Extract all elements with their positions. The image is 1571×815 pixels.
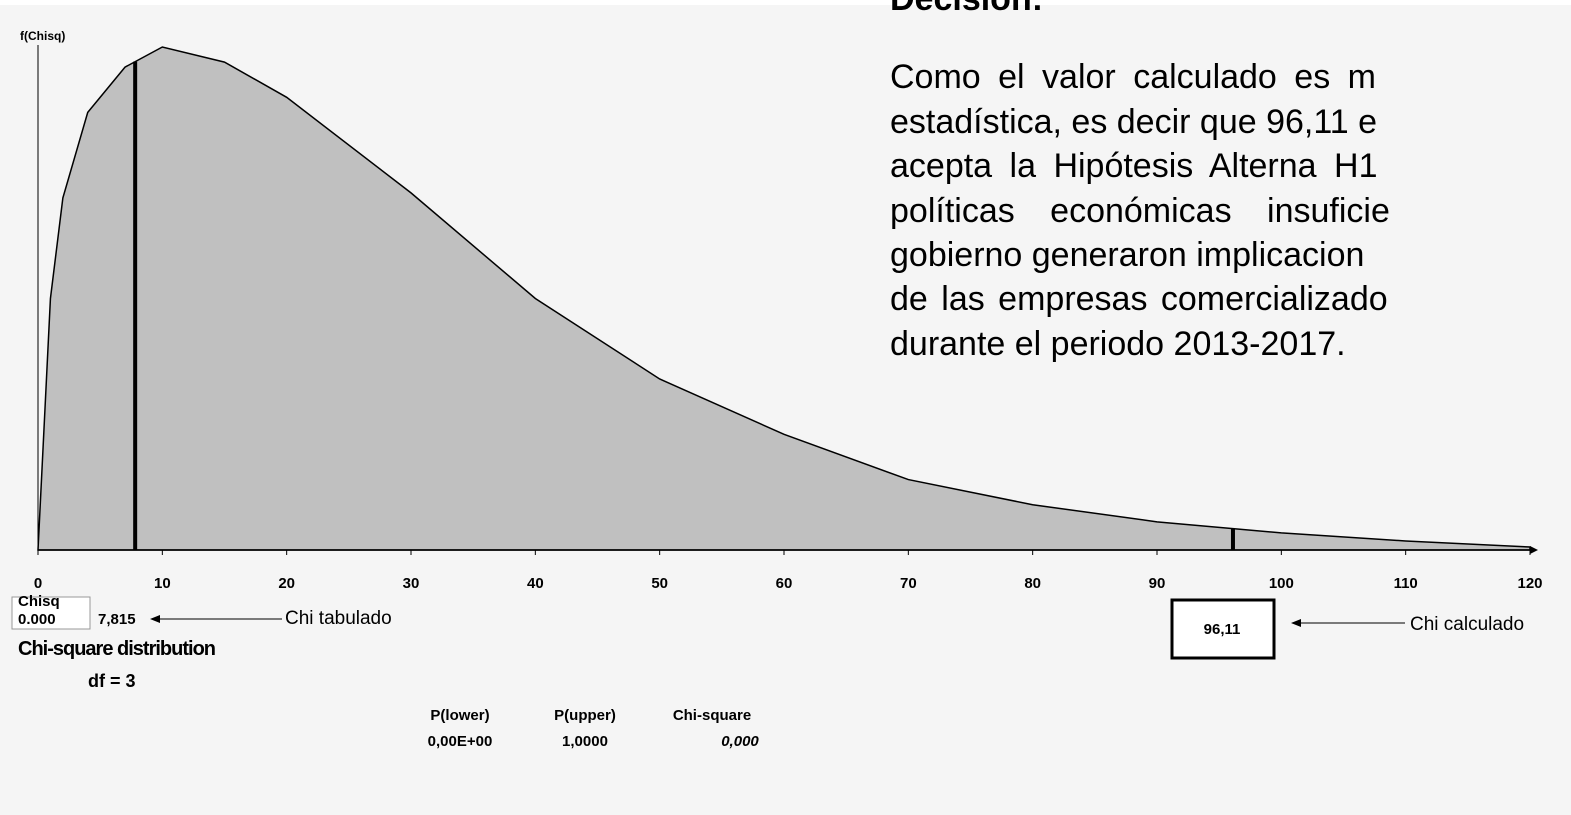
readout-value: 0,00E+00 [428, 733, 493, 750]
pointer-head [150, 615, 160, 623]
x-tick-label: 40 [527, 575, 544, 592]
marker-note: Chi calculado [1410, 614, 1524, 635]
doc-line: políticas económicas insuficie [890, 192, 1390, 230]
doc-line: Como el valor calculado es m [890, 58, 1376, 96]
doc-line: durante el periodo 2013-2017. [890, 325, 1346, 363]
readout-value: 0,000 [721, 733, 759, 750]
doc-line: acepta la Hipótesis Alterna H1 [890, 147, 1377, 185]
x-tick-label: 10 [154, 575, 171, 592]
x-tick-label: 90 [1149, 575, 1166, 592]
x-tick-label: 110 [1394, 575, 1418, 592]
doc-line: de las empresas comercializado [890, 280, 1388, 318]
readout-box [11, 596, 91, 630]
readout-value: 1,0000 [562, 733, 608, 750]
doc-line: gobierno generaron implicacion [890, 236, 1364, 274]
x-tick-label: 70 [900, 575, 917, 592]
marker-label: 7,815 [98, 611, 136, 628]
readout-header: Chi-square [673, 707, 751, 724]
x-tick-label: 20 [278, 575, 295, 592]
marker-note: Chi tabulado [285, 608, 392, 629]
x-axis-arrow [1530, 546, 1538, 554]
readout-header: P(lower) [430, 707, 489, 724]
marker-label: 96,11 [1204, 621, 1241, 638]
x-tick-label: 120 [1517, 575, 1542, 592]
doc-heading: Decisión: [890, 0, 1043, 18]
x-tick-label: 60 [776, 575, 793, 592]
x-tick-label: 100 [1269, 575, 1294, 592]
x-tick-label: 30 [403, 575, 420, 592]
df: df = 3 [88, 671, 136, 691]
density-area [37, 46, 1531, 551]
y-axis-label: f(Chisq) [20, 29, 65, 43]
subtitle: Chi-square distribution [18, 638, 215, 660]
x-tick-label: 50 [651, 575, 668, 592]
doc-line: estadística, es decir que 96,11 e [890, 103, 1377, 141]
x-tick-label: 80 [1024, 575, 1041, 592]
x-readout: 0.000 [18, 611, 56, 628]
readout-header: P(upper) [554, 707, 616, 724]
value-box [1170, 598, 1276, 660]
pointer-head [1291, 619, 1301, 627]
x-tick-label: 0 [34, 575, 42, 592]
x-axis-label: Chisq [18, 593, 60, 610]
